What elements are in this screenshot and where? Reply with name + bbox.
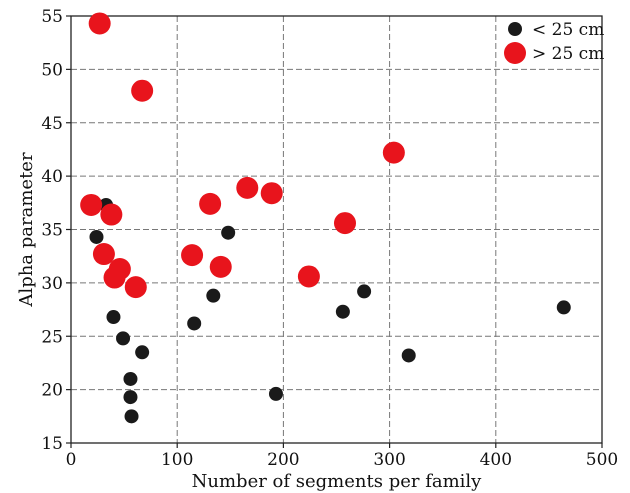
small-fish-point xyxy=(89,229,104,244)
small-fish-point xyxy=(556,300,571,315)
small-fish-point xyxy=(268,386,283,401)
large-fish-point xyxy=(209,255,232,278)
x-tick-label: 300 xyxy=(373,450,405,470)
small-fish-point xyxy=(135,345,150,360)
x-tick-label: 500 xyxy=(586,450,618,470)
large-fish-point xyxy=(382,141,405,164)
y-tick-label: 25 xyxy=(41,327,63,347)
small-fish-point xyxy=(106,310,121,325)
y-tick-label: 20 xyxy=(41,381,63,401)
large-fish-point xyxy=(80,193,103,216)
large-fish-point xyxy=(199,192,222,215)
y-tick-label: 55 xyxy=(41,7,63,27)
small-fish-point xyxy=(206,288,221,303)
y-tick-label: 30 xyxy=(41,274,63,294)
x-tick-label: 400 xyxy=(480,450,512,470)
legend-label-small: < 25 cm xyxy=(532,20,604,40)
y-tick-label: 35 xyxy=(41,221,63,241)
large-fish-point xyxy=(131,79,154,102)
y-tick-label: 50 xyxy=(41,60,63,80)
small-fish-point xyxy=(335,304,350,319)
large-fish-point xyxy=(297,265,320,288)
large-fish-point xyxy=(260,182,283,205)
y-tick-label: 40 xyxy=(41,167,63,187)
grid-lines xyxy=(71,16,602,443)
small-fish-point xyxy=(187,316,202,331)
large-fish-point xyxy=(124,276,147,299)
x-tick-label: 200 xyxy=(267,450,299,470)
y-axis-label: Alpha parameter xyxy=(16,152,37,308)
small-fish-point xyxy=(123,390,138,405)
y-tick-label: 45 xyxy=(41,114,63,134)
large-fish-point xyxy=(333,212,356,235)
small-fish-point xyxy=(357,284,372,299)
large-fish-point xyxy=(92,243,115,266)
small-fish-point xyxy=(124,409,139,424)
large-fish-point xyxy=(103,266,126,289)
small-fish-point xyxy=(116,331,131,346)
large-fish-point xyxy=(100,203,123,226)
legend-marker-small xyxy=(508,22,522,36)
small-fish-point xyxy=(123,371,138,386)
large-fish-point xyxy=(88,12,111,35)
legend: < 25 cm > 25 cm xyxy=(504,20,604,64)
x-axis-label: Number of segments per family xyxy=(192,471,483,492)
small-fish-point xyxy=(221,225,236,240)
x-tick-label: 0 xyxy=(66,450,77,470)
tick-labels: 0 100 200 300 400 500 15 20 25 30 35 40 45 50 55 xyxy=(41,7,618,470)
legend-marker-large xyxy=(504,42,526,64)
large-fish-point xyxy=(236,176,259,199)
x-tick-label: 100 xyxy=(161,450,193,470)
legend-label-large: > 25 cm xyxy=(532,44,604,64)
small-fish-point xyxy=(401,348,416,363)
y-tick-label: 15 xyxy=(41,434,63,454)
data-points xyxy=(80,12,571,424)
large-fish-point xyxy=(181,244,204,267)
